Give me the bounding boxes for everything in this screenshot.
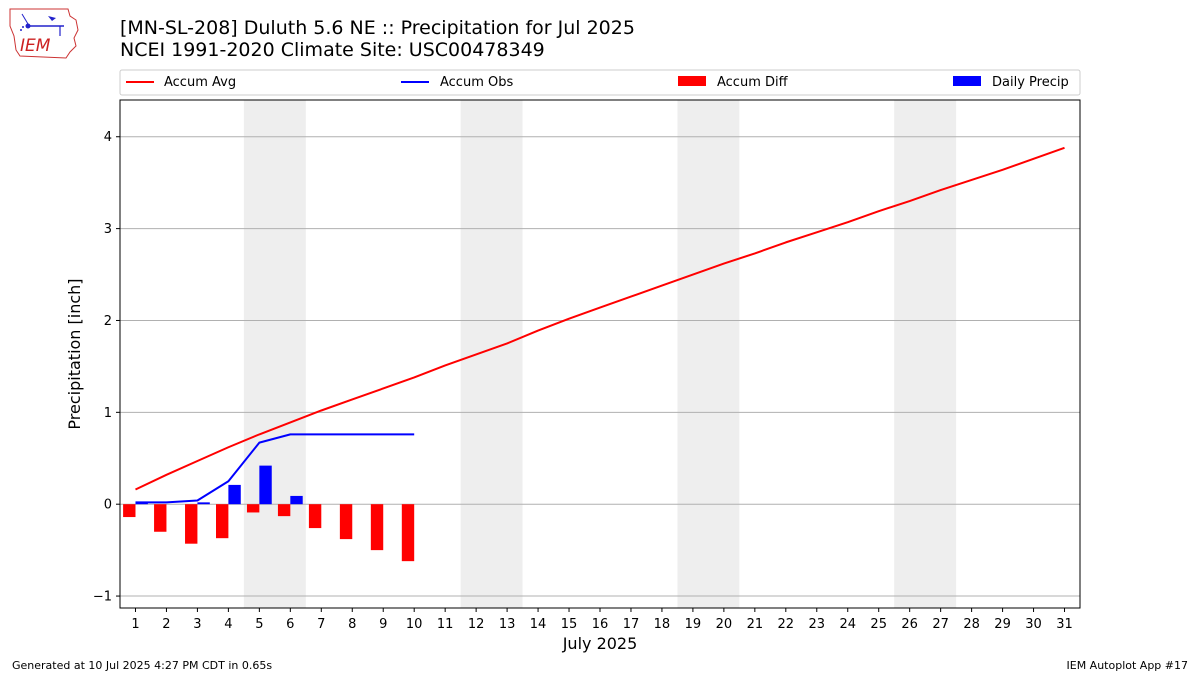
legend-accum-obs-label: Accum Obs xyxy=(440,75,513,90)
weekend-shade xyxy=(243,100,306,608)
legend-accum-diff-label: Accum Diff xyxy=(717,75,789,90)
logo-text: IEM xyxy=(20,36,51,56)
x-tick-label: 29 xyxy=(994,617,1011,632)
x-tick-label: 2 xyxy=(162,617,170,632)
accum-diff-bar xyxy=(185,504,198,544)
accum-diff-bar xyxy=(308,504,322,529)
x-tick-label: 22 xyxy=(778,617,795,632)
x-tick-label: 5 xyxy=(255,617,263,632)
y-tick-label: 2 xyxy=(104,314,112,329)
x-tick-label: 23 xyxy=(809,617,826,632)
weekend-shade xyxy=(677,100,740,608)
daily-precip-bar xyxy=(259,465,272,505)
accum-diff-bar xyxy=(277,504,291,517)
y-axis-ticks: −1 0 1 2 3 4 xyxy=(93,130,120,605)
x-tick-label: 30 xyxy=(1025,617,1042,632)
x-tick-label: 26 xyxy=(901,617,918,632)
accum-diff-bar xyxy=(246,504,260,513)
weekend-shade xyxy=(894,100,957,608)
x-tick-label: 10 xyxy=(406,617,423,632)
x-tick-label: 21 xyxy=(747,617,764,632)
x-tick-label: 12 xyxy=(468,617,485,632)
legend-accum-diff-swatch xyxy=(678,76,706,86)
grid-lines xyxy=(120,136,1080,597)
x-tick-label: 8 xyxy=(348,617,356,632)
accum-obs-line xyxy=(135,433,415,504)
x-tick-label: 17 xyxy=(623,617,640,632)
y-tick-label: −1 xyxy=(93,590,112,605)
lines-group xyxy=(135,146,1065,504)
y-tick-label: 0 xyxy=(104,498,112,513)
daily-precip-bar xyxy=(197,502,210,505)
legend-accum-avg-label: Accum Avg xyxy=(164,75,236,90)
x-tick-label: 24 xyxy=(839,617,856,632)
chart-title: [MN-SL-208] Duluth 5.6 NE :: Precipitati… xyxy=(120,17,635,39)
y-axis-label: Precipitation [inch] xyxy=(65,278,84,429)
x-tick-label: 9 xyxy=(379,617,387,632)
x-axis-label: July 2025 xyxy=(562,634,638,653)
x-tick-label: 16 xyxy=(592,617,609,632)
legend-daily-precip-label: Daily Precip xyxy=(992,75,1069,90)
x-tick-label: 19 xyxy=(685,617,702,632)
x-tick-label: 6 xyxy=(286,617,294,632)
footer-generated: Generated at 10 Jul 2025 4:27 PM CDT in … xyxy=(12,659,273,672)
x-tick-label: 15 xyxy=(561,617,578,632)
x-tick-label: 11 xyxy=(437,617,454,632)
accum-diff-bar xyxy=(401,504,415,562)
x-tick-label: 3 xyxy=(193,617,201,632)
daily-precip-bar xyxy=(228,484,241,505)
accum-diff-bar xyxy=(154,504,167,532)
accum-diff-bar xyxy=(216,504,229,539)
y-tick-label: 4 xyxy=(104,130,112,145)
x-axis-ticks: 1 2 3 4 5 6 7 8 9 10 11 12 13 14 15 16 17 18 19 20 21 22 23 24 2… xyxy=(131,608,1073,632)
x-tick-label: 4 xyxy=(224,617,232,632)
x-tick-label: 27 xyxy=(932,617,949,632)
y-tick-label: 1 xyxy=(104,406,112,421)
accum-diff-bar xyxy=(123,504,136,518)
x-tick-label: 18 xyxy=(654,617,671,632)
plot-background xyxy=(243,100,957,608)
x-tick-label: 28 xyxy=(963,617,980,632)
chart-subtitle: NCEI 1991-2020 Climate Site: USC00478349 xyxy=(120,39,545,61)
x-tick-label: 1 xyxy=(131,617,139,632)
accum-diff-bar xyxy=(370,504,384,551)
accum-diff-bar xyxy=(339,504,353,540)
accum-avg-line xyxy=(135,146,1065,491)
x-tick-label: 7 xyxy=(317,617,325,632)
x-tick-label: 31 xyxy=(1056,617,1073,632)
daily-precip-bar xyxy=(290,495,303,505)
y-tick-label: 3 xyxy=(104,222,112,237)
x-tick-label: 25 xyxy=(870,617,887,632)
x-tick-label: 14 xyxy=(530,617,547,632)
legend-daily-precip-swatch xyxy=(953,76,981,86)
weekend-shade xyxy=(460,100,523,608)
x-tick-label: 20 xyxy=(716,617,733,632)
legend: Accum Avg Accum Obs Accum Diff Daily Pre… xyxy=(119,69,1081,96)
footer-app: IEM Autoplot App #17 xyxy=(1066,659,1189,672)
x-tick-label: 13 xyxy=(499,617,516,632)
iem-logo: IEM xyxy=(6,6,82,60)
